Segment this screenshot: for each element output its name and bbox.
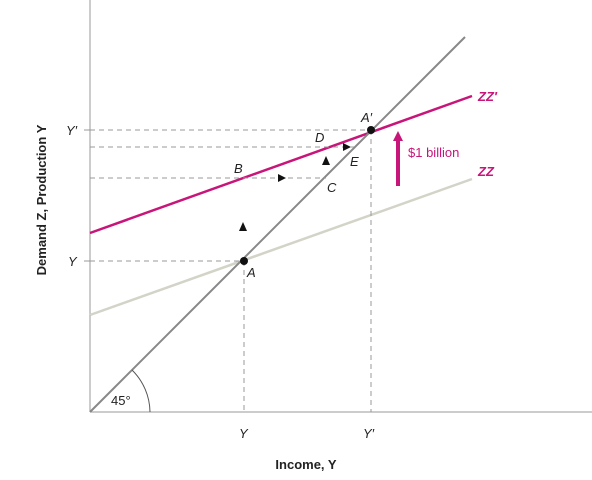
- y-tick-y: Y: [68, 254, 78, 269]
- zzprime-label: ZZ′: [477, 89, 498, 104]
- zz-line: [89, 177, 473, 317]
- y-tick-yprime: Y′: [66, 123, 78, 138]
- point-e-label: E: [350, 154, 359, 169]
- point-aprime-label: A′: [360, 110, 373, 125]
- zzprime-line: [89, 94, 473, 235]
- step-arrow-up-1: [239, 222, 247, 231]
- x-axis-title: Income, Y: [275, 457, 337, 472]
- forty-five-label: 45°: [111, 393, 131, 408]
- y-axis-title: Demand Z, Production Y: [34, 124, 49, 275]
- zz-label: ZZ: [477, 164, 495, 179]
- point-a-dot: [240, 257, 248, 265]
- forty-five-line: [89, 36, 466, 413]
- step-arrow-up-2: [322, 156, 330, 165]
- point-d-label: D: [315, 130, 324, 145]
- point-aprime-dot: [367, 126, 375, 134]
- step-arrow-right-1: [278, 174, 286, 182]
- step-arrow-right-2: [343, 143, 351, 151]
- x-tick-y: Y: [239, 426, 249, 441]
- x-tick-yprime: Y′: [363, 426, 375, 441]
- shift-label: $1 billion: [408, 145, 459, 160]
- point-b-label: B: [234, 161, 243, 176]
- point-c-label: C: [327, 180, 337, 195]
- point-a-label: A: [246, 265, 256, 280]
- forty-five-arc: [131, 369, 151, 413]
